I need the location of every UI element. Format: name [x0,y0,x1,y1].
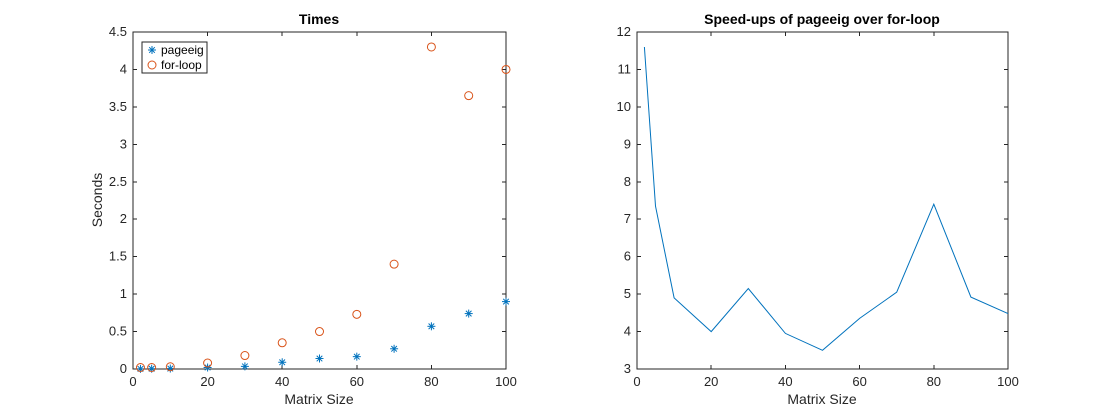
legend: pageeig for-loop [141,41,208,74]
asterisk-stroke [279,359,286,366]
asterisk-stroke [502,298,510,305]
y-tick-label: 8 [624,174,631,189]
data-point-for-loop [352,309,362,319]
chart-title: Times [299,11,339,27]
chart-title: Speed-ups of pageeig over for-loop [704,11,940,27]
y-tick-label: 11 [618,61,632,76]
x-tick-label: 100 [495,374,517,389]
data-point-pageeig [464,309,473,318]
plot-area-box [132,31,507,370]
asterisk-stroke [148,46,156,54]
line-marks [643,46,1009,351]
data-point-for-loop [240,351,250,361]
x-tick-label: 100 [997,374,1019,389]
data-point-pageeig [315,354,324,363]
y-tick-label: 10 [617,99,631,114]
asterisk-stroke [148,365,155,372]
x-tick-label: 0 [129,374,136,389]
asterisk-stroke [390,345,398,352]
x-tick-label: 40 [275,374,289,389]
y-tick-label: 0 [120,361,127,376]
legend-label-for-loop: for-loop [161,58,202,72]
y-tick-label: 1 [120,286,127,301]
data-point-for-loop [501,64,511,74]
speedup-chart-panel: Speed-ups of pageeig over for-loop 0 20 40… [617,11,1019,407]
y-tick-label: 9 [624,136,631,151]
y-tick-label: 3 [624,361,631,376]
y-tick-label: 5 [624,286,631,301]
data-point-pageeig [278,358,287,367]
y-tick-label: 0.5 [109,324,127,339]
x-tick-label: 60 [852,374,866,389]
data-point-pageeig [427,322,436,331]
asterisk-stroke [465,310,472,317]
data-point-for-loop [315,327,324,337]
legend-circle-icon [147,60,157,70]
data-point-for-loop [277,338,287,348]
asterisk-stroke [316,355,323,362]
asterisk-stroke [353,353,360,360]
y-tick-label: 3.5 [109,99,127,114]
data-point-pageeig [166,364,175,373]
x-tick-label: 80 [927,374,941,389]
x-axis-title: Matrix Size [787,391,856,407]
data-point-for-loop [165,362,175,372]
y-tick-label: 4 [624,324,631,339]
legend-box [141,41,208,74]
y-tick-label: 4 [120,61,127,76]
y-axis-ticks: 3 4 5 6 7 8 9 10 11 12 [617,24,1008,376]
y-tick-label: 6 [624,249,631,264]
data-point-for-loop [135,363,145,373]
legend-asterisk-icon [148,46,156,54]
x-axis-ticks: 0 20 40 60 80 100 [633,32,1019,389]
times-chart-panel: Times 0 20 40 60 80 100 00.511.522.533.544.5 … [89,11,517,407]
data-point-for-loop [464,91,474,101]
y-axis-title: Seconds [89,173,105,227]
data-point-pageeig [502,297,510,306]
x-tick-label: 0 [633,374,640,389]
x-tick-label: 60 [350,374,364,389]
data-point-pageeig [352,352,361,361]
y-tick-label: 4.5 [109,24,127,39]
data-point-pageeig [390,344,399,353]
legend-circle-mark [147,60,157,70]
asterisk-stroke [428,323,435,330]
scatter-marks [135,42,511,373]
x-tick-label: 20 [200,374,214,389]
x-axis-ticks: 0 20 40 60 80 100 [129,32,517,389]
legend-asterisk-mark [148,46,156,54]
y-tick-label: 1.5 [109,249,127,264]
data-point-for-loop [426,42,436,52]
x-tick-label: 80 [424,374,438,389]
y-axis-ticks: 0 0.5 1 1.5 2 2.5 3 3.5 4 4.5 [109,24,506,376]
plot-area-box [636,31,1009,370]
data-point-for-loop [389,259,399,269]
data-point-for-loop [147,363,157,373]
speedup-series-line [643,46,1009,351]
x-tick-label: 40 [778,374,792,389]
data-point-for-loop [203,358,213,368]
asterisk-stroke [241,363,249,370]
y-tick-label: 2 [120,211,127,226]
y-tick-label: 3 [120,136,127,151]
y-tick-label: 2.5 [109,174,127,189]
x-axis-title: Matrix Size [284,391,353,407]
y-tick-label: 12 [617,24,631,39]
data-point-pageeig [240,362,249,371]
y-tick-label: 7 [624,211,631,226]
x-tick-label: 20 [704,374,718,389]
legend-label-pageeig: pageeig [161,43,204,57]
